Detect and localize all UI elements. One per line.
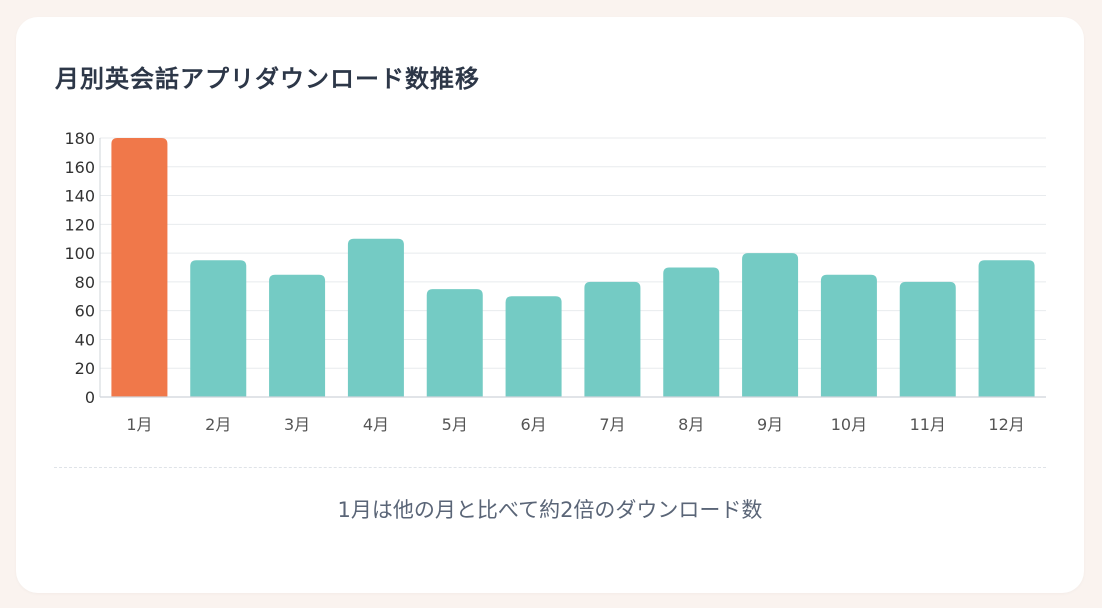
x-tick-label: 5月 xyxy=(442,415,468,434)
bar-9 xyxy=(742,253,799,397)
x-tick-label: 6月 xyxy=(520,415,546,434)
x-tick-label: 2月 xyxy=(205,415,231,434)
y-tick-label: 20 xyxy=(75,359,95,378)
x-tick-label: 7月 xyxy=(599,415,625,434)
bar-10 xyxy=(820,274,877,397)
bar-8 xyxy=(663,267,720,397)
x-tick-label: 8月 xyxy=(678,415,704,434)
bar-3 xyxy=(269,274,326,397)
bar-2 xyxy=(190,260,247,397)
x-tick-label: 9月 xyxy=(757,415,783,434)
bar-chart: 0 20 40 60 80 100 120 140 160 180 1月 2月 3月 4月 5月 6月 7月 8月… xyxy=(64,129,1046,434)
bar-12 xyxy=(978,260,1035,397)
y-tick-label: 160 xyxy=(64,158,95,177)
x-tick-label: 3月 xyxy=(284,415,310,434)
y-tick-label: 140 xyxy=(64,187,95,206)
y-tick-label: 40 xyxy=(75,330,95,349)
bar-6 xyxy=(505,296,562,397)
y-tick-label: 60 xyxy=(75,302,95,321)
y-tick-label: 80 xyxy=(75,273,95,292)
chart-card: 月別英会話アプリダウンロード数推移 0 20 40 60 80 100 120 140 160 1… xyxy=(16,17,1084,593)
y-tick-label: 120 xyxy=(64,215,95,234)
x-tick-label: 11月 xyxy=(910,415,946,434)
y-tick-label: 0 xyxy=(85,388,95,407)
chart-title: 月別英会話アプリダウンロード数推移 xyxy=(55,65,480,93)
x-tick-label: 4月 xyxy=(363,415,389,434)
y-tick-label: 100 xyxy=(64,244,95,263)
bar-11 xyxy=(899,281,956,397)
bar-5 xyxy=(426,289,483,397)
y-tick-label: 180 xyxy=(64,129,95,148)
x-tick-label: 1月 xyxy=(126,415,152,434)
x-tick-label: 10月 xyxy=(831,415,867,434)
chart-caption: 1月は他の月と比べて約2倍のダウンロード数 xyxy=(337,498,763,522)
x-tick-label: 12月 xyxy=(988,415,1024,434)
divider xyxy=(54,467,1046,468)
bar-4 xyxy=(347,238,404,397)
bar-1 xyxy=(111,138,168,397)
bar-7 xyxy=(584,281,641,397)
